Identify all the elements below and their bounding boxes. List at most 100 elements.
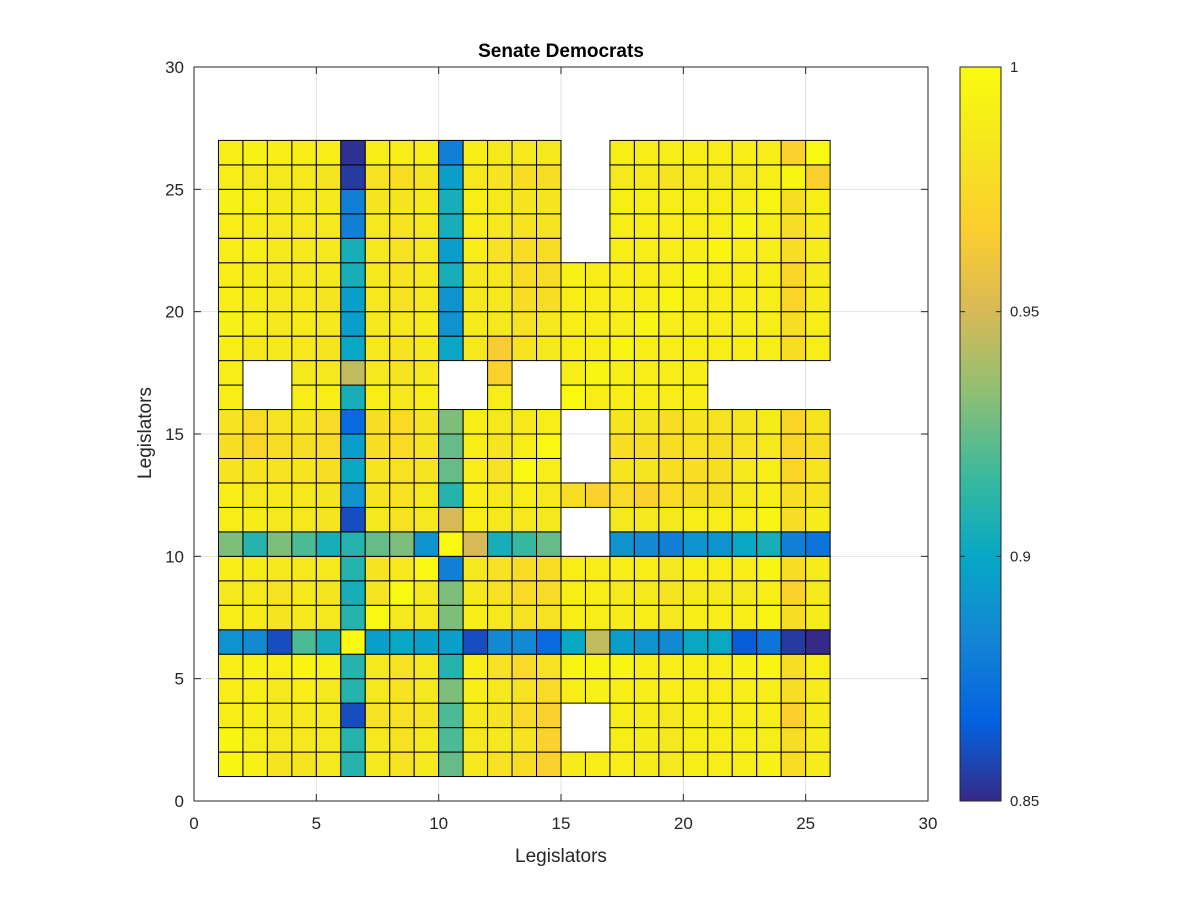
heatmap-cell: [805, 482, 831, 508]
heatmap-cell: [633, 482, 660, 508]
heatmap-cell: [658, 237, 684, 264]
heatmap-cell: [315, 506, 342, 533]
heatmap-cell: [462, 213, 489, 239]
heatmap-cell: [511, 457, 538, 484]
heatmap-cell: [389, 506, 415, 533]
heatmap-cell: [242, 727, 268, 753]
heatmap-cell: [756, 580, 782, 606]
heatmap-cell: [707, 702, 733, 729]
heatmap-cell: [487, 360, 513, 386]
colorbar: 1 0.95 0.9 0.85: [959, 59, 1039, 810]
heatmap-cell: [756, 335, 782, 362]
heatmap-cell: [315, 678, 342, 704]
heatmap-cell: [633, 751, 660, 778]
heatmap-cell: [609, 360, 635, 386]
heatmap-cell: [242, 139, 268, 166]
colorbar-tick-label: 1: [1010, 59, 1018, 76]
heatmap-cell: [389, 653, 415, 680]
heatmap-cell: [536, 433, 562, 459]
heatmap-cell: [389, 335, 415, 362]
heatmap-cell: [780, 604, 807, 631]
heatmap-cell: [731, 702, 758, 729]
heatmap-cell: [584, 360, 611, 386]
heatmap-cell: [536, 580, 562, 606]
heatmap-cell: [731, 335, 758, 362]
heatmap-cell: [805, 531, 831, 557]
heatmap-cell: [780, 409, 807, 435]
heatmap-cell: [511, 580, 538, 606]
heatmap-cell: [364, 384, 391, 411]
heatmap-cell: [707, 262, 733, 288]
heatmap-cell: [242, 286, 268, 313]
heatmap-cell: [364, 531, 391, 557]
heatmap-cell: [658, 604, 684, 631]
heatmap-cell: [438, 629, 464, 655]
heatmap-cell: [633, 188, 660, 215]
heatmap-cell: [805, 629, 831, 655]
heatmap-cell: [658, 139, 684, 166]
heatmap-cell: [413, 286, 440, 313]
heatmap-cell: [389, 262, 415, 288]
heatmap-cell: [315, 653, 342, 680]
heatmap-cell: [536, 335, 562, 362]
heatmap-cell: [266, 409, 293, 435]
heatmap-cell: [536, 604, 562, 631]
heatmap-cell: [413, 213, 440, 239]
heatmap-cell: [756, 409, 782, 435]
heatmap-cell: [780, 751, 807, 778]
x-tick-label: 20: [674, 814, 693, 833]
heatmap-cell: [364, 580, 391, 606]
heatmap-cell: [805, 433, 831, 459]
heatmap-cell: [389, 360, 415, 386]
heatmap-cell: [413, 678, 440, 704]
heatmap-cell: [462, 457, 489, 484]
heatmap-cell: [658, 188, 684, 215]
heatmap-cell: [340, 629, 366, 655]
heatmap-cell: [584, 629, 611, 655]
heatmap-cell: [536, 482, 562, 508]
heatmap-cell: [364, 237, 391, 264]
heatmap-cell: [682, 531, 709, 557]
heatmap-cell: [511, 188, 538, 215]
heatmap-cell: [805, 580, 831, 606]
heatmap-cell: [266, 555, 293, 582]
heatmap-cell: [536, 702, 562, 729]
heatmap-cell: [633, 433, 660, 459]
heatmap-cell: [511, 751, 538, 778]
heatmap-cell: [511, 604, 538, 631]
x-tick-label: 25: [796, 814, 815, 833]
heatmap-cell: [413, 727, 440, 753]
heatmap-cell: [217, 482, 244, 508]
heatmap-cell: [609, 506, 635, 533]
heatmap-cell: [633, 213, 660, 239]
heatmap-cell: [511, 237, 538, 264]
heatmap-cell: [413, 188, 440, 215]
heatmap-cell: [242, 678, 268, 704]
heatmap-cell: [805, 751, 831, 778]
heatmap-cell: [609, 237, 635, 264]
heatmap-cell: [731, 286, 758, 313]
heatmap-cell: [413, 409, 440, 435]
heatmap-cell: [609, 188, 635, 215]
heatmap-cell: [682, 188, 709, 215]
heatmap-cell: [291, 727, 317, 753]
heatmap-cell: [291, 237, 317, 264]
heatmap-cell: [487, 262, 513, 288]
colorbar-tick-label: 0.9: [1010, 548, 1031, 565]
heatmap-cell: [438, 164, 464, 190]
heatmap-cell: [805, 335, 831, 362]
heatmap-cell: [511, 409, 538, 435]
x-tick-label: 15: [552, 814, 571, 833]
heatmap-cell: [438, 213, 464, 239]
heatmap-cell: [682, 653, 709, 680]
heatmap-cell: [462, 164, 489, 190]
heatmap-cell: [780, 237, 807, 264]
heatmap-cell: [315, 629, 342, 655]
heatmap-cell: [805, 702, 831, 729]
heatmap-cell: [364, 457, 391, 484]
y-tick-label: 15: [165, 425, 184, 444]
heatmap-cell: [364, 506, 391, 533]
heatmap-cell: [609, 457, 635, 484]
heatmap-cell: [609, 311, 635, 337]
heatmap-cell: [340, 555, 366, 582]
